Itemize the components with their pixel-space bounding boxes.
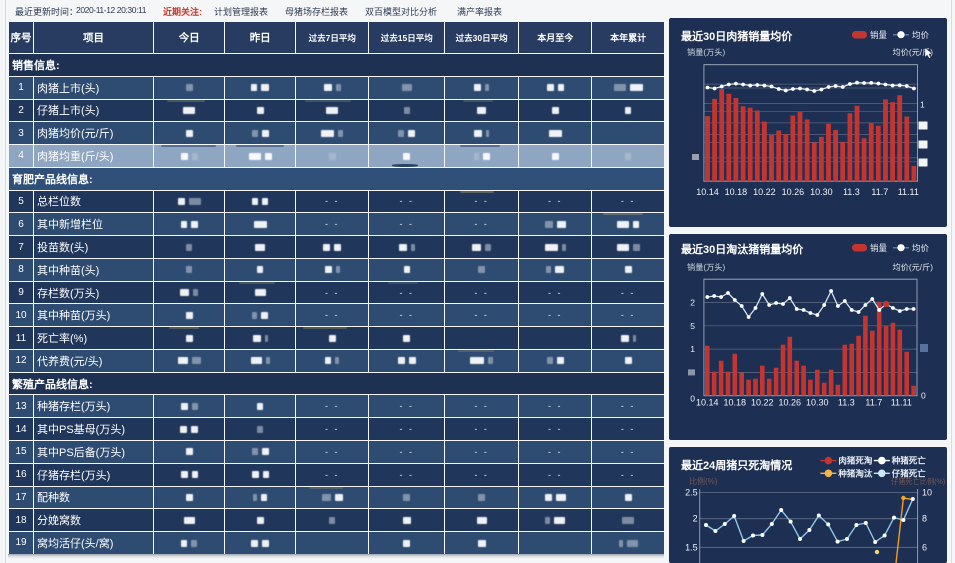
svg-text:10.22: 10.22 bbox=[753, 187, 776, 197]
svg-text:11.11: 11.11 bbox=[898, 187, 919, 197]
svg-text:6: 6 bbox=[922, 542, 927, 552]
svg-text:10.26: 10.26 bbox=[782, 187, 805, 197]
svg-text:肉猪死淘: 肉猪死淘 bbox=[838, 456, 873, 466]
svg-text:5: 5 bbox=[690, 321, 695, 331]
svg-text:11.3: 11.3 bbox=[838, 398, 855, 408]
svg-text:均价: 均价 bbox=[912, 30, 930, 40]
svg-text:最近24周猪只死淘情况: 最近24周猪只死淘情况 bbox=[681, 458, 792, 472]
svg-text:销量: 销量 bbox=[870, 243, 888, 253]
svg-text:最近30日肉猪销量均价: 最近30日肉猪销量均价 bbox=[681, 29, 793, 43]
svg-text:11.7: 11.7 bbox=[871, 187, 888, 197]
svg-text:10.14: 10.14 bbox=[696, 398, 719, 408]
svg-text:11.7: 11.7 bbox=[865, 398, 882, 408]
svg-text:2: 2 bbox=[693, 514, 698, 524]
svg-text:最近30日淘汰猪销量均价: 最近30日淘汰猪销量均价 bbox=[681, 242, 804, 256]
svg-text:仔猪死亡: 仔猪死亡 bbox=[892, 468, 927, 478]
svg-text:2.5: 2.5 bbox=[685, 488, 698, 498]
svg-text:种猪淘汰: 种猪淘汰 bbox=[837, 468, 873, 478]
svg-text:10.18: 10.18 bbox=[724, 398, 747, 408]
svg-text:2: 2 bbox=[690, 298, 695, 308]
svg-text:10.18: 10.18 bbox=[725, 187, 748, 197]
svg-text:比例(%): 比例(%) bbox=[689, 476, 718, 486]
svg-text:1: 1 bbox=[920, 100, 925, 110]
svg-text:均价(元/斤): 均价(元/斤) bbox=[893, 47, 934, 57]
svg-text:10.26: 10.26 bbox=[779, 398, 802, 408]
svg-text:1: 1 bbox=[690, 344, 695, 354]
svg-text:10: 10 bbox=[922, 488, 932, 498]
svg-text:销量(万头): 销量(万头) bbox=[687, 262, 725, 272]
svg-text:11.3: 11.3 bbox=[843, 187, 860, 197]
svg-text:11.11: 11.11 bbox=[891, 398, 912, 408]
svg-text:10.30: 10.30 bbox=[806, 398, 829, 408]
svg-text:仔猪死亡比例(%): 仔猪死亡比例(%) bbox=[891, 477, 945, 486]
svg-text:0: 0 bbox=[690, 394, 695, 404]
svg-text:均价: 均价 bbox=[912, 243, 930, 253]
svg-text:8: 8 bbox=[922, 514, 927, 524]
svg-text:1.5: 1.5 bbox=[685, 542, 698, 552]
svg-text:均价(元/斤): 均价(元/斤) bbox=[893, 262, 934, 272]
svg-text:10.14: 10.14 bbox=[696, 187, 719, 197]
svg-text:销量: 销量 bbox=[870, 30, 888, 40]
svg-text:10.30: 10.30 bbox=[810, 187, 833, 197]
svg-text:种猪死亡: 种猪死亡 bbox=[891, 456, 927, 466]
svg-text:10.22: 10.22 bbox=[751, 398, 774, 408]
svg-text:销量(万头): 销量(万头) bbox=[687, 47, 725, 57]
svg-text:0: 0 bbox=[921, 391, 926, 401]
